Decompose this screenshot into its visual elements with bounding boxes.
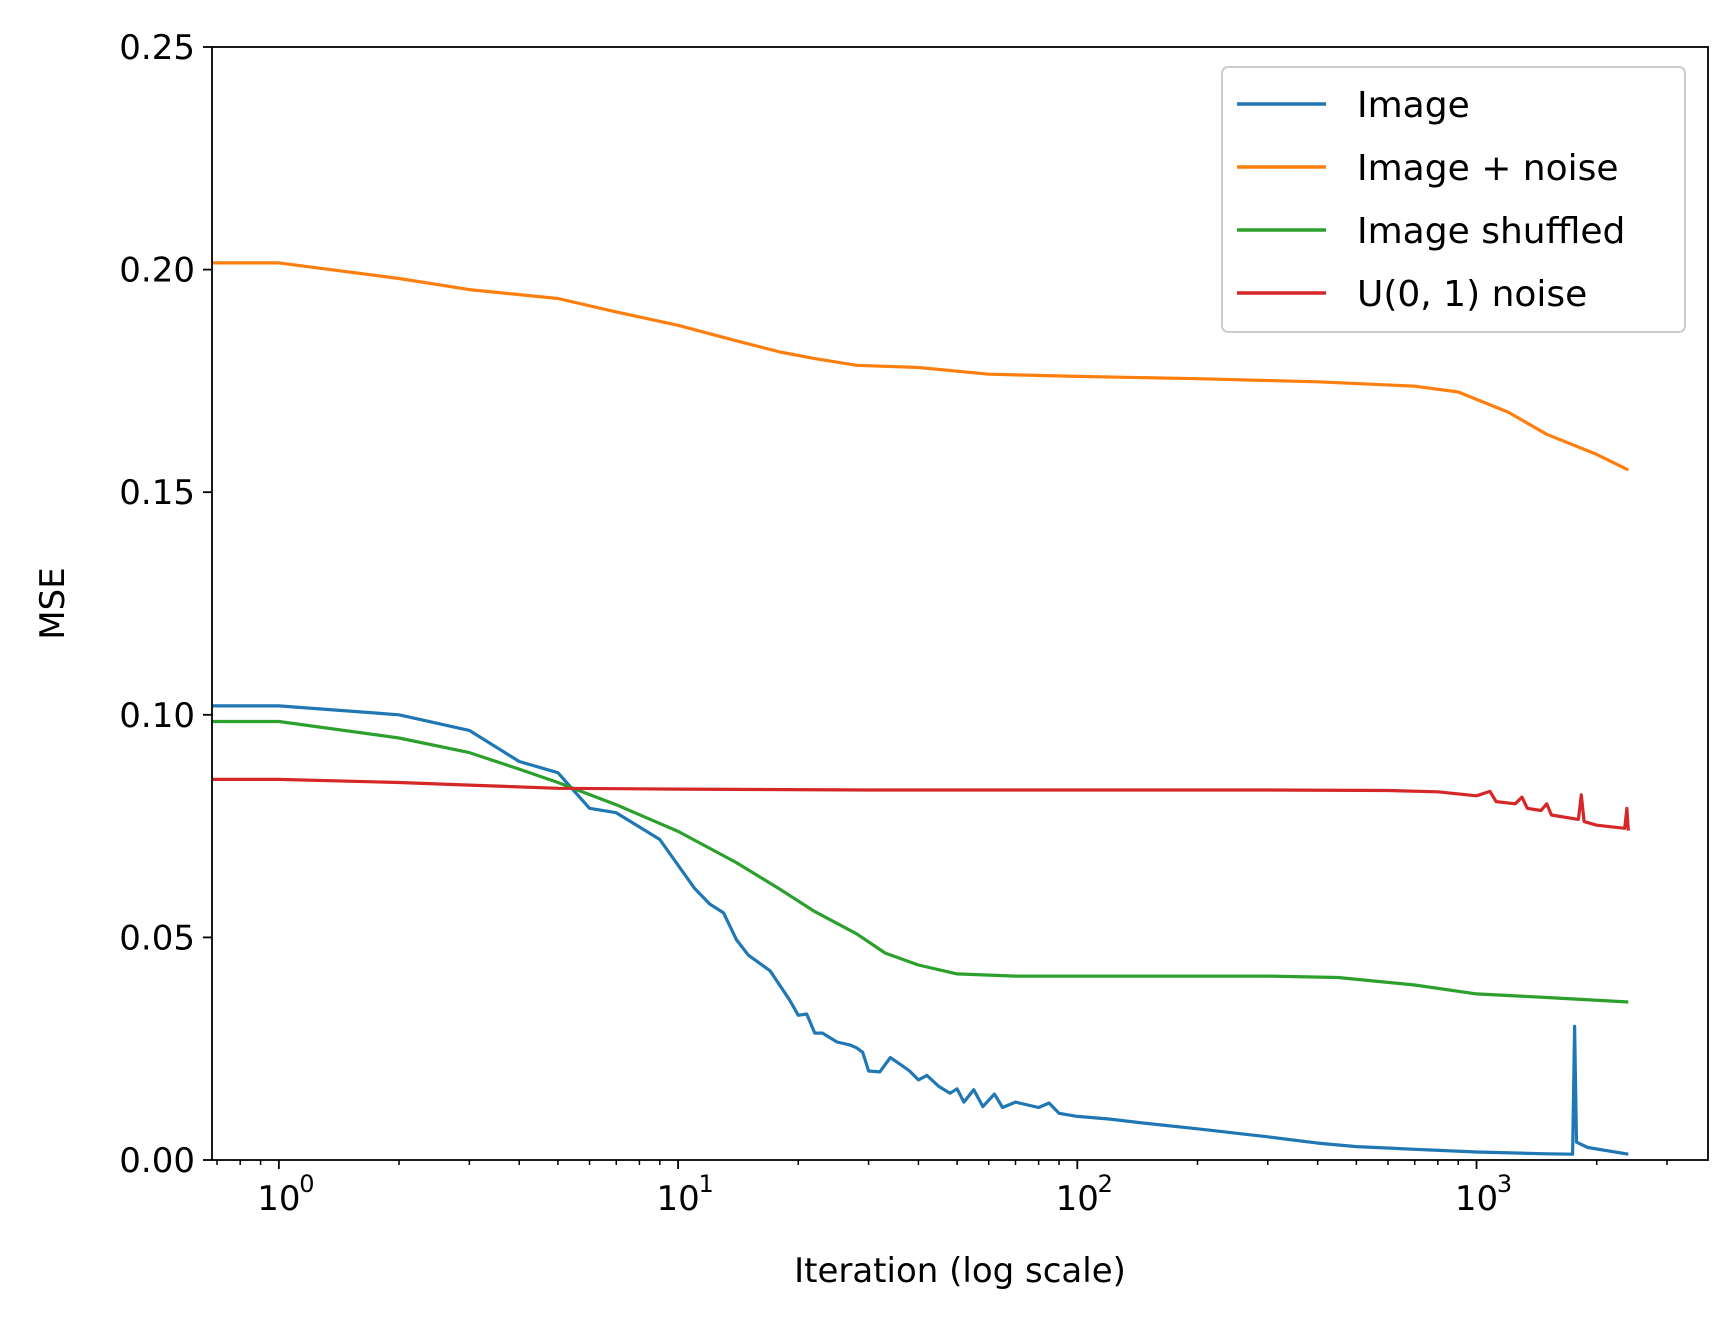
y-tick-label: 0.15: [119, 473, 195, 513]
y-axis: 0.00 0.05 0.10 0.15 0.20 0.25: [119, 28, 212, 1181]
series-line-4: [212, 777, 1630, 831]
legend-box: [1221, 66, 1686, 333]
y-tick-label: 0.10: [119, 696, 195, 736]
x-tick-exponent: 0: [299, 1170, 314, 1198]
series-line-1: [212, 704, 1629, 1156]
legend-label: Image: [1357, 85, 1470, 126]
x-tick-exponent: 2: [1098, 1170, 1113, 1198]
legend-label: U(0, 1) noise: [1357, 274, 1587, 315]
series-layer: [212, 261, 1630, 1156]
y-tick-label: 0.20: [119, 251, 195, 291]
legend: Image Image + noise Image shuffled U(0, 1) …: [1221, 66, 1686, 333]
legend-label: Image shuffled: [1357, 211, 1625, 252]
y-tick-label: 0.05: [119, 918, 195, 958]
x-axis: 100 101 102 103: [216, 1160, 1668, 1219]
y-tick-label: 0.25: [119, 28, 195, 68]
x-tick-exponent: 1: [698, 1170, 713, 1198]
legend-label: Image + noise: [1357, 148, 1619, 189]
x-axis-label: Iteration (log scale): [794, 1251, 1126, 1291]
y-axis-label: MSE: [33, 567, 73, 639]
y-tick-label: 0.00: [119, 1141, 195, 1181]
x-tick-label: 10: [1455, 1179, 1498, 1219]
x-tick-label: 10: [656, 1179, 699, 1219]
plot-frame: [211, 46, 1709, 1161]
series-line-3: [212, 719, 1629, 1004]
x-tick-label: 10: [1056, 1179, 1099, 1219]
x-tick-exponent: 3: [1497, 1170, 1512, 1198]
x-tick-label: 10: [257, 1179, 300, 1219]
series-line-2: [212, 261, 1630, 472]
